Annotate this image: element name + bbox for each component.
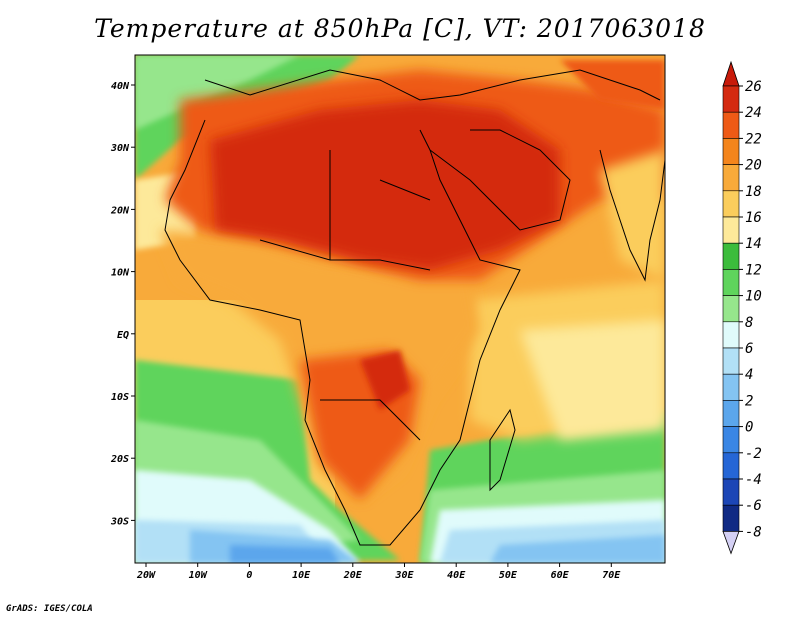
colorbar-top-arrow bbox=[722, 60, 740, 87]
colorbar-swatch bbox=[722, 400, 740, 427]
lat-tick-label: 20S bbox=[110, 454, 129, 465]
colorbar-swatch bbox=[722, 347, 740, 375]
land-sahara-hot bbox=[210, 100, 560, 270]
colorbar-label: -6 bbox=[745, 498, 762, 514]
colorbar-label: 2 bbox=[745, 393, 753, 409]
lon-tick-label: 0 bbox=[246, 570, 252, 581]
colorbar-label: 26 bbox=[745, 79, 762, 95]
colorbar-label: -8 bbox=[745, 524, 762, 540]
lat-tick-label: 30S bbox=[110, 516, 129, 527]
colorbar-label: 6 bbox=[745, 341, 753, 357]
colorbar-label: 20 bbox=[745, 158, 762, 174]
latitude-ticks: 40N 30N 20N 10N EQ 10S 20S 30S bbox=[110, 81, 135, 527]
colorbar-label: -4 bbox=[745, 472, 762, 488]
band-north-atlantic-lightgreen bbox=[135, 55, 300, 130]
band-indian-light bbox=[520, 320, 665, 440]
lat-tick-label: 20N bbox=[110, 205, 130, 216]
colorbar-label: 4 bbox=[745, 367, 753, 383]
coastlines bbox=[164, 69, 665, 546]
lon-tick-label: 60E bbox=[551, 570, 570, 581]
colorbar-swatch bbox=[722, 373, 740, 401]
band-atlantic-deep-blue bbox=[230, 545, 340, 563]
colorbar-swatch bbox=[722, 295, 740, 323]
map-frame bbox=[134, 54, 666, 564]
colorbar-swatch bbox=[722, 426, 740, 454]
lat-tick-label: 10S bbox=[111, 392, 129, 403]
lon-tick-label: 40E bbox=[447, 570, 466, 581]
colorbar-label: 14 bbox=[745, 236, 762, 252]
colorbar-swatch bbox=[722, 321, 740, 349]
lat-tick-label: EQ bbox=[117, 330, 129, 341]
colorbar-label: 12 bbox=[745, 262, 762, 278]
temperature-field bbox=[135, 55, 665, 563]
colorbar-swatch bbox=[722, 269, 740, 296]
lon-tick-label: 30E bbox=[394, 570, 414, 581]
lat-tick-label: 30N bbox=[110, 143, 130, 154]
lon-tick-label: 70E bbox=[602, 570, 621, 581]
colorbar-label: 16 bbox=[745, 210, 762, 226]
colorbar-label: 0 bbox=[745, 420, 753, 436]
lat-tick-label: 10N bbox=[111, 268, 130, 279]
colorbar-swatch bbox=[722, 452, 740, 480]
band-indian-blue bbox=[490, 535, 665, 563]
colorbar-label: -2 bbox=[745, 446, 762, 462]
colorbar-label: 22 bbox=[745, 131, 762, 147]
colorbar-label: 10 bbox=[745, 289, 762, 305]
colorbar-label: 8 bbox=[745, 315, 753, 331]
longitude-ticks: 20W 10W 0 10E 20E 30E 40E 50E 60E 70E bbox=[136, 563, 621, 581]
lon-tick-label: 20E bbox=[343, 570, 363, 581]
colorbar-swatch bbox=[722, 478, 740, 506]
colorbar-label: 24 bbox=[745, 105, 762, 121]
colorbar-swatch bbox=[722, 504, 740, 532]
lon-tick-label: 10W bbox=[189, 570, 208, 581]
colorbar-swatch bbox=[722, 138, 740, 165]
colorbar-swatch bbox=[722, 111, 740, 139]
map-title: Temperature at 850hPa [C], VT: 201706301… bbox=[94, 14, 706, 43]
colorbar-swatch bbox=[722, 85, 740, 113]
credit-text: GrADS: IGES/COLA bbox=[6, 604, 93, 614]
lon-tick-label: 10E bbox=[292, 570, 311, 581]
lat-tick-label: 40N bbox=[111, 81, 130, 92]
colorbar-label: 18 bbox=[745, 184, 762, 200]
colorbar-swatch bbox=[722, 242, 740, 270]
colorbar-bottom-arrow bbox=[722, 531, 740, 555]
lon-tick-label: 50E bbox=[499, 570, 518, 581]
colorbar-swatch bbox=[722, 190, 740, 218]
land-congo-hot bbox=[360, 350, 410, 410]
lon-tick-label: 20W bbox=[136, 570, 156, 581]
colorbar-swatch bbox=[722, 164, 740, 192]
colorbar-swatch bbox=[722, 216, 740, 244]
